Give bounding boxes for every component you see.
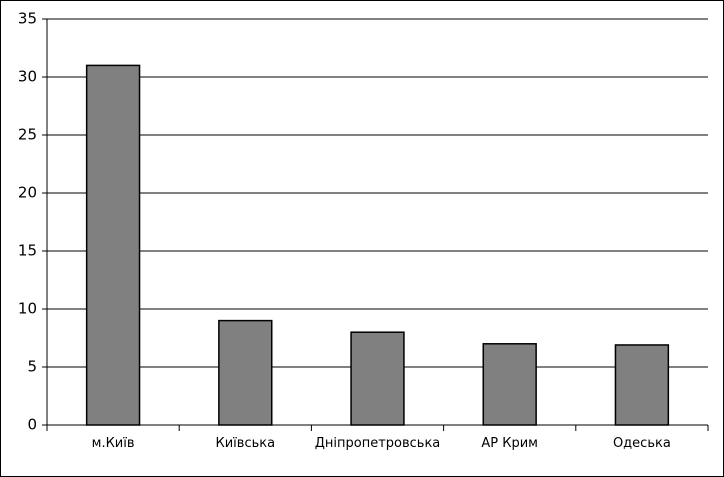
x-tick-label: Київська bbox=[215, 436, 276, 451]
y-tick-label: 15 bbox=[18, 242, 37, 260]
x-tick-label: АР Крим bbox=[481, 436, 538, 451]
y-tick-label: 20 bbox=[18, 184, 37, 202]
bar bbox=[218, 319, 273, 426]
bar bbox=[482, 343, 537, 426]
bar bbox=[614, 344, 670, 426]
y-tick-label: 30 bbox=[18, 68, 37, 86]
bar bbox=[350, 331, 405, 426]
bar bbox=[85, 64, 141, 426]
y-tick-label: 10 bbox=[18, 300, 37, 318]
y-tick-label: 35 bbox=[18, 10, 37, 28]
x-tick-label: м.Київ bbox=[91, 436, 135, 451]
y-tick-label: 5 bbox=[27, 358, 37, 376]
x-tick-label: Одеська bbox=[612, 436, 671, 451]
y-tick-label: 25 bbox=[18, 126, 37, 144]
x-tick-label: Дніпропетровська bbox=[314, 436, 441, 451]
y-tick-label: 0 bbox=[27, 416, 37, 434]
